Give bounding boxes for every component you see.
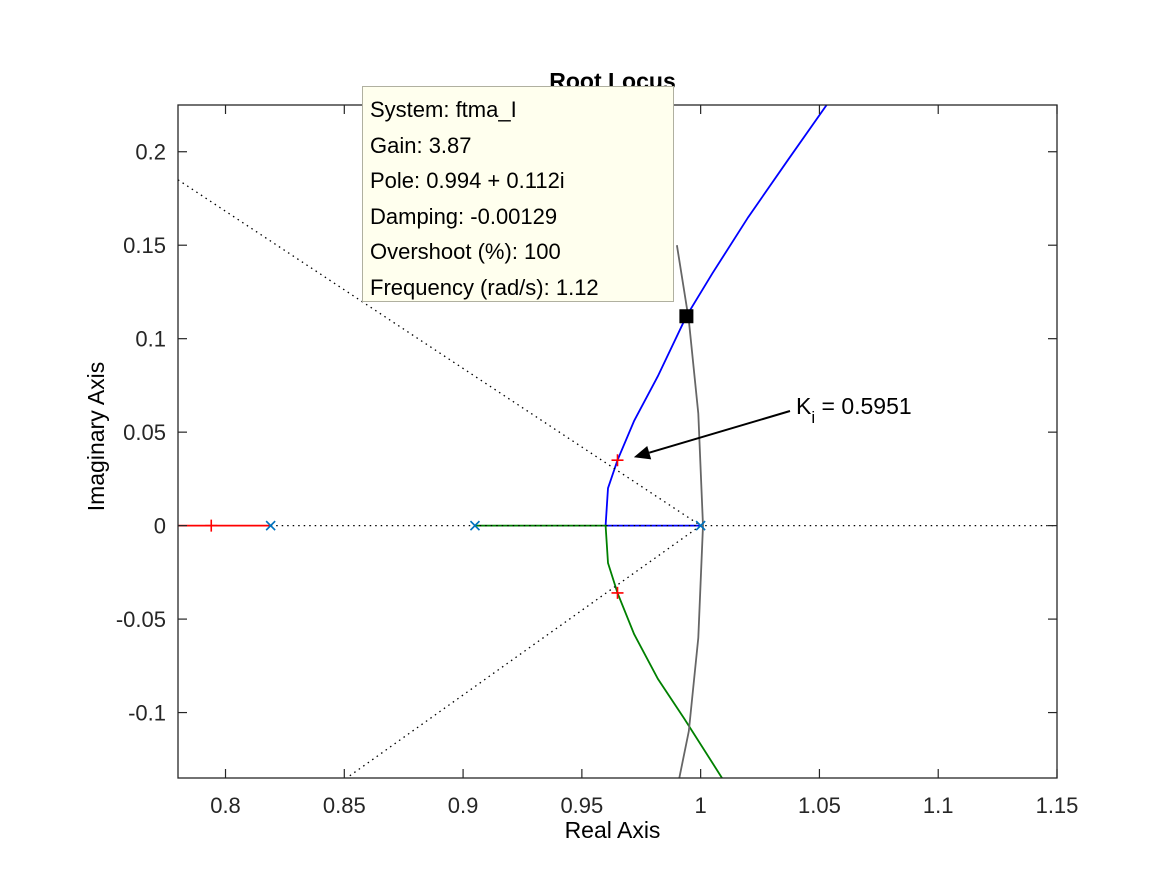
- x-axis-label: Real Axis: [565, 817, 661, 843]
- locus-branch-3: [676, 245, 704, 778]
- y-tick-label: 0.15: [123, 233, 166, 258]
- annotation-arrowhead: [633, 445, 652, 460]
- gain-marker-0: [205, 519, 218, 532]
- pole-marker-2: [695, 520, 706, 531]
- x-tick-label: 0.95: [560, 793, 603, 818]
- datatip-frequency: Frequency (rad/s): 1.12: [370, 274, 599, 300]
- annotation-label: Ki = 0.5951: [796, 393, 912, 427]
- x-tick-label: 1.15: [1036, 793, 1079, 818]
- datatip-pole: Pole: 0.994 + 0.112i: [370, 168, 565, 193]
- annotation-subscript: i: [811, 408, 815, 427]
- selected-point: [679, 309, 694, 324]
- x-tick-label: 1.05: [798, 793, 841, 818]
- annotation-arrow: [648, 410, 791, 454]
- x-tick-label: 1: [695, 793, 707, 818]
- axis-ticks: 0.8 0.85 0.9 0.95 1 1.05 1.1 1.15 -0.1 -0.05 0 0.05…: [116, 105, 1079, 818]
- y-tick-label: -0.1: [128, 701, 166, 726]
- y-axis-label: Imaginary Axis: [83, 362, 109, 512]
- data-tip[interactable]: System: ftma_I Gain: 3.87 Pole: 0.994 + …: [362, 86, 674, 302]
- y-tick-label: 0.1: [135, 327, 166, 352]
- y-tick-label: 0.2: [135, 140, 166, 165]
- datatip-gain: Gain: 3.87: [370, 132, 472, 158]
- plot-area: [178, 105, 1057, 778]
- annotation-symbol: K: [796, 393, 812, 419]
- locus-branch-1: [475, 524, 723, 778]
- y-tick-label: -0.05: [116, 607, 166, 632]
- x-tick-label: 1.1: [923, 793, 954, 818]
- x-tick-label: 0.9: [448, 793, 479, 818]
- locus-branch-0: [604, 105, 828, 527]
- x-tick-label: 0.85: [323, 793, 366, 818]
- datatip-system: System: ftma_I: [370, 97, 517, 122]
- datatip-damping: Damping: -0.00129: [370, 203, 558, 229]
- gain-marker-1: [611, 454, 624, 467]
- x-tick-label: 0.8: [210, 793, 241, 818]
- y-tick-label: 0: [154, 514, 166, 539]
- pole-marker-0: [265, 520, 276, 531]
- pole-marker-1: [469, 520, 481, 531]
- gain-annotation: Ki = 0.5951: [633, 393, 912, 460]
- gain-marker-2: [611, 586, 624, 599]
- datatip-overshoot: Overshoot (%): 100: [370, 239, 561, 264]
- y-tick-label: 0.05: [123, 420, 166, 445]
- annotation-value: = 0.5951: [815, 393, 912, 419]
